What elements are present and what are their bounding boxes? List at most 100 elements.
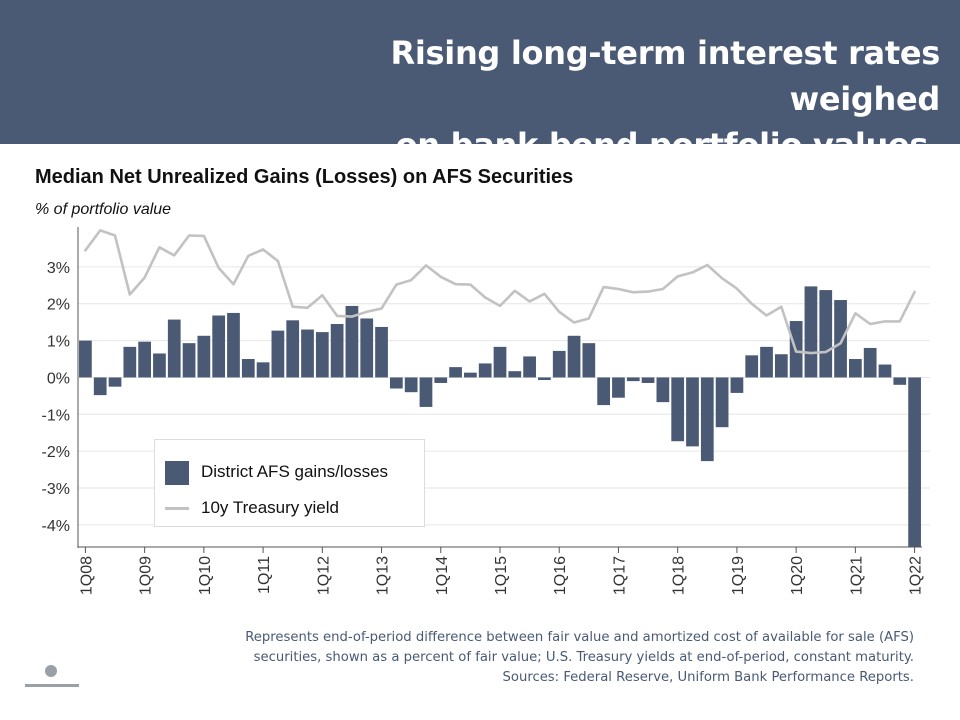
x-tick-label: 1Q10	[197, 556, 214, 595]
x-tick-label: 1Q12	[315, 556, 332, 595]
y-tick-label: -2%	[42, 444, 70, 461]
bar	[315, 332, 329, 378]
treasury-yield-line	[84, 229, 916, 355]
y-tick-label: 0%	[47, 370, 70, 387]
bar	[478, 363, 492, 378]
footnote-line-3: Sources: Federal Reserve, Uniform Bank P…	[502, 670, 914, 685]
chart-legend: District AFS gains/losses 10y Treasury y…	[154, 439, 425, 527]
bar	[271, 330, 285, 378]
bar	[167, 319, 181, 378]
axes	[77, 227, 922, 553]
y-tick-label: 1%	[47, 334, 70, 351]
x-tick-label: 1Q22	[908, 556, 925, 595]
bar	[389, 377, 403, 389]
y-tick-label: 3%	[47, 260, 70, 277]
bar-series	[79, 286, 921, 547]
bar	[538, 377, 551, 381]
footnote: Represents end-of-period difference betw…	[54, 628, 914, 688]
chart-subtitle: % of portfolio value	[35, 201, 172, 218]
bar	[330, 323, 344, 378]
banner-title-line-1: Rising long-term interest rates weighed	[390, 34, 941, 118]
bar	[419, 377, 433, 407]
bar	[360, 318, 374, 378]
x-tick-label: 1Q09	[138, 556, 155, 595]
y-tick-label: -3%	[42, 481, 70, 498]
bar	[671, 377, 685, 442]
bar	[774, 354, 788, 378]
x-tick-label: 1Q15	[493, 556, 510, 595]
bar	[449, 367, 462, 378]
bar	[256, 362, 270, 378]
bar	[93, 377, 107, 396]
legend-line-swatch	[165, 507, 189, 510]
logo-dot-icon	[45, 665, 57, 677]
bar	[656, 377, 670, 403]
y-tick-label: -1%	[42, 407, 70, 424]
bar	[345, 305, 359, 378]
bar	[197, 335, 211, 378]
bar	[182, 343, 196, 378]
bar	[908, 377, 921, 547]
bar	[227, 312, 240, 378]
bar	[730, 377, 744, 393]
y-tick-label: 2%	[47, 297, 70, 314]
bar	[804, 286, 818, 378]
bar	[878, 364, 892, 378]
tick-labels: 3% 2% 1% 0% -1% -2% -3% -4% 1Q08 1Q09 1Q10 1Q11 1Q12…	[42, 260, 925, 595]
bar	[715, 377, 729, 428]
bar	[79, 340, 92, 378]
line-series	[84, 229, 916, 355]
legend-bar-swatch	[165, 461, 189, 485]
bar	[834, 300, 847, 378]
bar	[597, 377, 611, 406]
bar	[582, 343, 596, 378]
bar	[108, 377, 122, 387]
bar	[700, 377, 714, 462]
x-tick-label: 1Q14	[434, 556, 451, 595]
bar	[464, 372, 477, 378]
bar	[508, 371, 522, 378]
x-tick-label: 1Q18	[671, 556, 688, 595]
x-tick-label: 1Q21	[848, 556, 865, 595]
bar	[760, 346, 773, 378]
title-banner: Rising long-term interest rates weighed …	[0, 0, 960, 164]
x-tick-label: 1Q20	[789, 556, 806, 595]
x-tick-label: 1Q08	[78, 556, 95, 595]
bar	[434, 377, 448, 383]
bar	[123, 346, 137, 378]
x-tick-label: 1Q16	[552, 556, 569, 595]
bar	[552, 350, 566, 378]
bar	[493, 346, 507, 378]
footnote-line-2: securities, shown as a percent of fair v…	[253, 650, 914, 665]
legend-label-line: 10y Treasury yield	[201, 498, 339, 517]
bar	[375, 326, 388, 378]
bar	[626, 377, 640, 382]
footnote-line-1: Represents end-of-period difference betw…	[245, 630, 914, 645]
x-tick-label: 1Q11	[256, 556, 273, 594]
bar	[301, 329, 314, 378]
bar	[686, 377, 699, 447]
bar	[863, 347, 877, 378]
bar	[641, 377, 655, 383]
banner-title: Rising long-term interest rates weighed …	[240, 30, 941, 168]
chart-title: Median Net Unrealized Gains (Losses) on …	[35, 166, 574, 188]
chart-area: 3% 2% 1% 0% -1% -2% -3% -4% 1Q08 1Q09 1Q10 1Q11 1Q12…	[42, 227, 930, 595]
bar	[138, 341, 151, 378]
banner-title-line-2: on bank bond portfolio values.	[395, 126, 941, 164]
bar	[404, 377, 418, 393]
x-tick-label: 1Q13	[375, 556, 392, 595]
bar	[241, 359, 255, 378]
bar	[212, 315, 226, 378]
bar	[745, 355, 759, 378]
bar	[849, 359, 862, 378]
bar	[612, 377, 625, 398]
bar	[286, 320, 300, 378]
bar	[523, 356, 536, 378]
legend-label-bars: District AFS gains/losses	[201, 462, 389, 481]
bar	[153, 353, 166, 378]
bar	[893, 377, 907, 385]
x-tick-label: 1Q17	[612, 556, 629, 595]
bar	[567, 335, 581, 378]
x-tick-label: 1Q19	[730, 556, 747, 595]
y-tick-label: -4%	[42, 518, 70, 535]
